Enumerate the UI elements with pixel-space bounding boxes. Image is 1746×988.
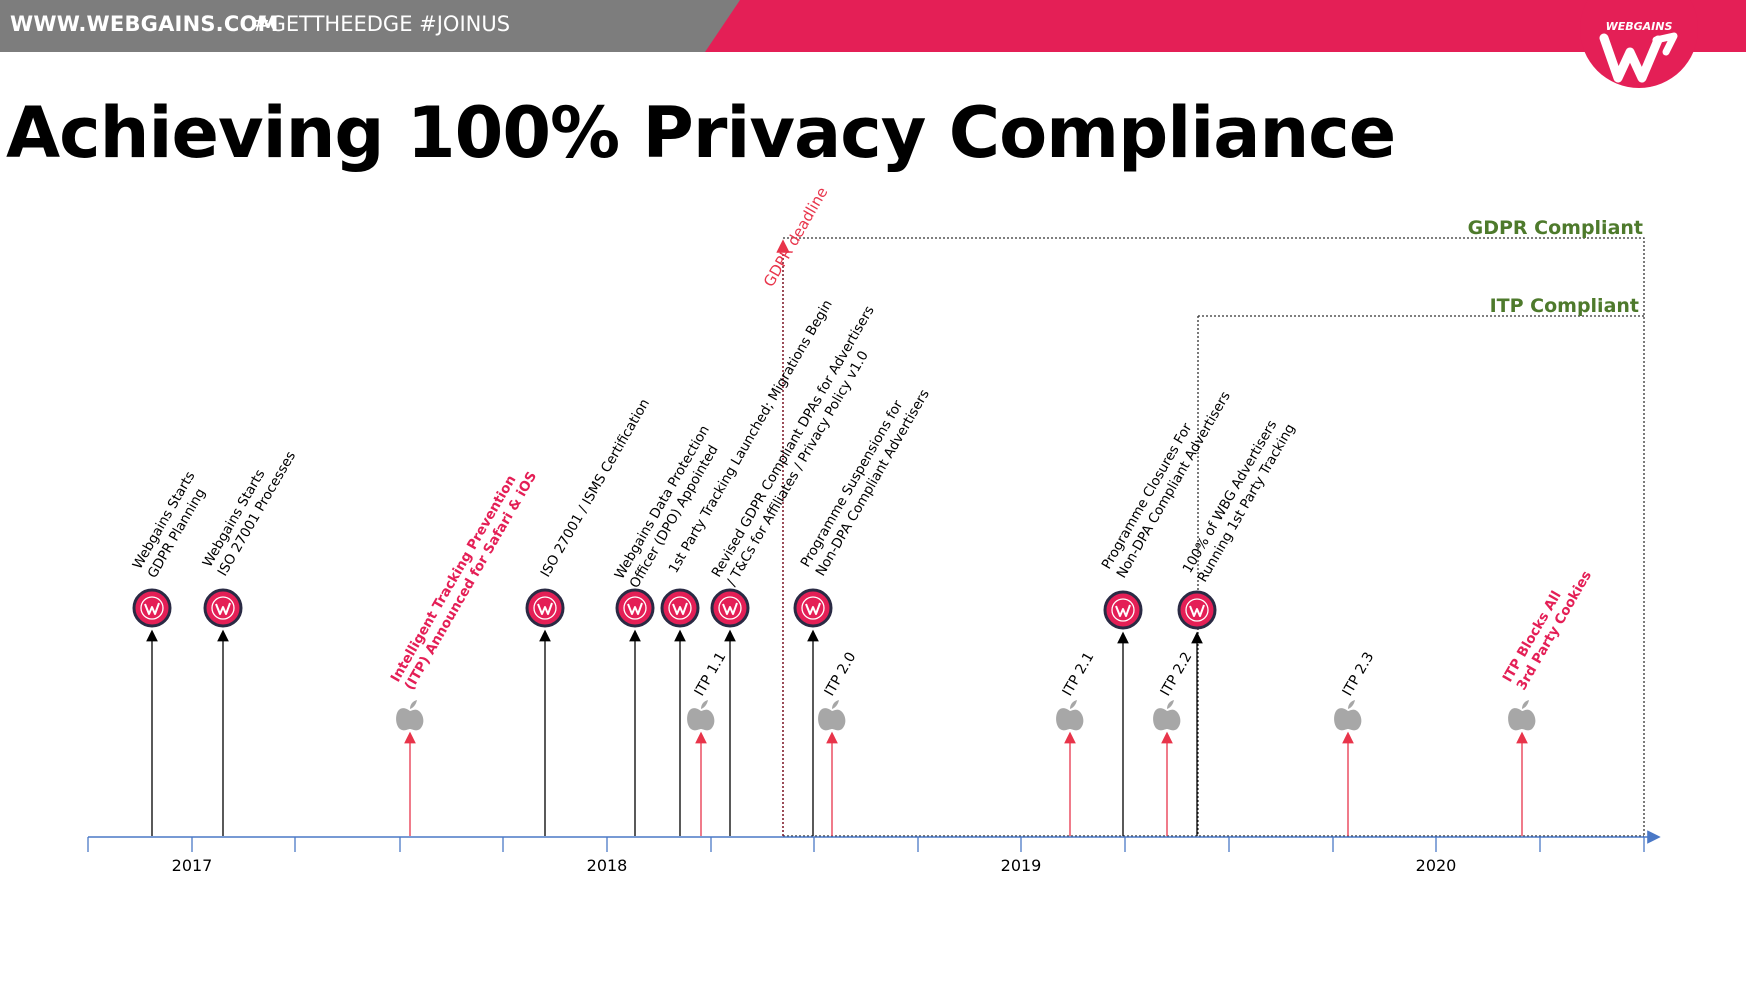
apple-leaf-icon bbox=[410, 700, 417, 709]
apple-icon bbox=[1153, 708, 1181, 731]
webgains-badge-w bbox=[1189, 604, 1205, 617]
apple-icon bbox=[1334, 708, 1362, 731]
webgains-logo-icon bbox=[1599, 32, 1678, 83]
logo-text: WEBGAINS bbox=[1605, 20, 1673, 33]
webgains-badge-ring bbox=[140, 596, 164, 620]
top-banner: WWW.WEBGAINS.COM #GETTHEEDGE #JOINUS bbox=[0, 0, 1746, 52]
page-title: Achieving 100% Privacy Compliance bbox=[6, 92, 1396, 174]
year-tick-label: 2018 bbox=[587, 856, 628, 875]
webgains-badge-ring bbox=[801, 596, 825, 620]
webgains-event-label: / T&Cs for Affiliates / Privacy Policy v… bbox=[724, 348, 872, 589]
apple-leaf-icon bbox=[1348, 700, 1355, 709]
apple-leaf-icon bbox=[1167, 700, 1174, 709]
year-tick-label: 2019 bbox=[1001, 856, 1042, 875]
apple-leaf-icon bbox=[701, 700, 708, 709]
itp-event-label: ITP 2.0 bbox=[822, 650, 860, 699]
apple-icon bbox=[818, 708, 846, 731]
apple-icon bbox=[687, 708, 715, 731]
banner-grey-section bbox=[0, 0, 740, 52]
gdpr-compliant-label: GDPR Compliant bbox=[1468, 217, 1643, 239]
site-url[interactable]: WWW.WEBGAINS.COM bbox=[10, 12, 279, 36]
itp-event-label: ITP 1.1 bbox=[692, 650, 730, 699]
webgains-badge-ring bbox=[211, 596, 235, 620]
webgains-event-label: Running 1st Party Tracking bbox=[1195, 421, 1299, 585]
itp-event-label: ITP 2.3 bbox=[1340, 650, 1378, 699]
webgains-badge-ring bbox=[718, 596, 742, 620]
gdpr-deadline-label: GDPR deadline bbox=[760, 184, 832, 290]
year-tick-label: 2017 bbox=[172, 856, 213, 875]
webgains-badge-w bbox=[672, 602, 688, 615]
gdpr-compliant-bracket bbox=[783, 237, 1645, 836]
itp-event-label: ITP 2.1 bbox=[1060, 650, 1098, 699]
itp-compliant-label: ITP Compliant bbox=[1490, 295, 1639, 317]
itp-event-label: Intelligent Tracking Prevention bbox=[388, 473, 520, 685]
webgains-badge-ring bbox=[1185, 598, 1209, 622]
webgains-badge-w bbox=[537, 602, 553, 615]
apple-leaf-icon bbox=[1070, 700, 1077, 709]
webgains-badge-w bbox=[627, 602, 643, 615]
itp-event-label: (ITP) Announced for Safari & iOS bbox=[402, 469, 541, 693]
webgains-badge-ring bbox=[623, 596, 647, 620]
hashtags: #GETTHEEDGE #JOINUS bbox=[252, 12, 511, 36]
apple-leaf-icon bbox=[832, 700, 839, 709]
itp-event-label: ITP 2.2 bbox=[1158, 650, 1196, 699]
webgains-badge-ring bbox=[1111, 598, 1135, 622]
year-tick-label: 2020 bbox=[1416, 856, 1457, 875]
webgains-badge-w bbox=[722, 602, 738, 615]
apple-icon bbox=[396, 708, 424, 731]
webgains-badge-ring bbox=[668, 596, 692, 620]
webgains-badge-w bbox=[144, 602, 160, 615]
webgains-badge-ring bbox=[533, 596, 557, 620]
apple-leaf-icon bbox=[1522, 700, 1529, 709]
webgains-badge-w bbox=[215, 602, 231, 615]
banner-red-section bbox=[705, 0, 1746, 52]
apple-icon bbox=[1056, 708, 1084, 731]
webgains-event-label: Revised GDPR Compliant DPAs for Advertis… bbox=[709, 303, 878, 580]
webgains-badge-w bbox=[1115, 604, 1131, 617]
apple-icon bbox=[1508, 708, 1536, 731]
webgains-event-label: Programme Closures For bbox=[1099, 420, 1196, 572]
webgains-badge-w bbox=[805, 602, 821, 615]
